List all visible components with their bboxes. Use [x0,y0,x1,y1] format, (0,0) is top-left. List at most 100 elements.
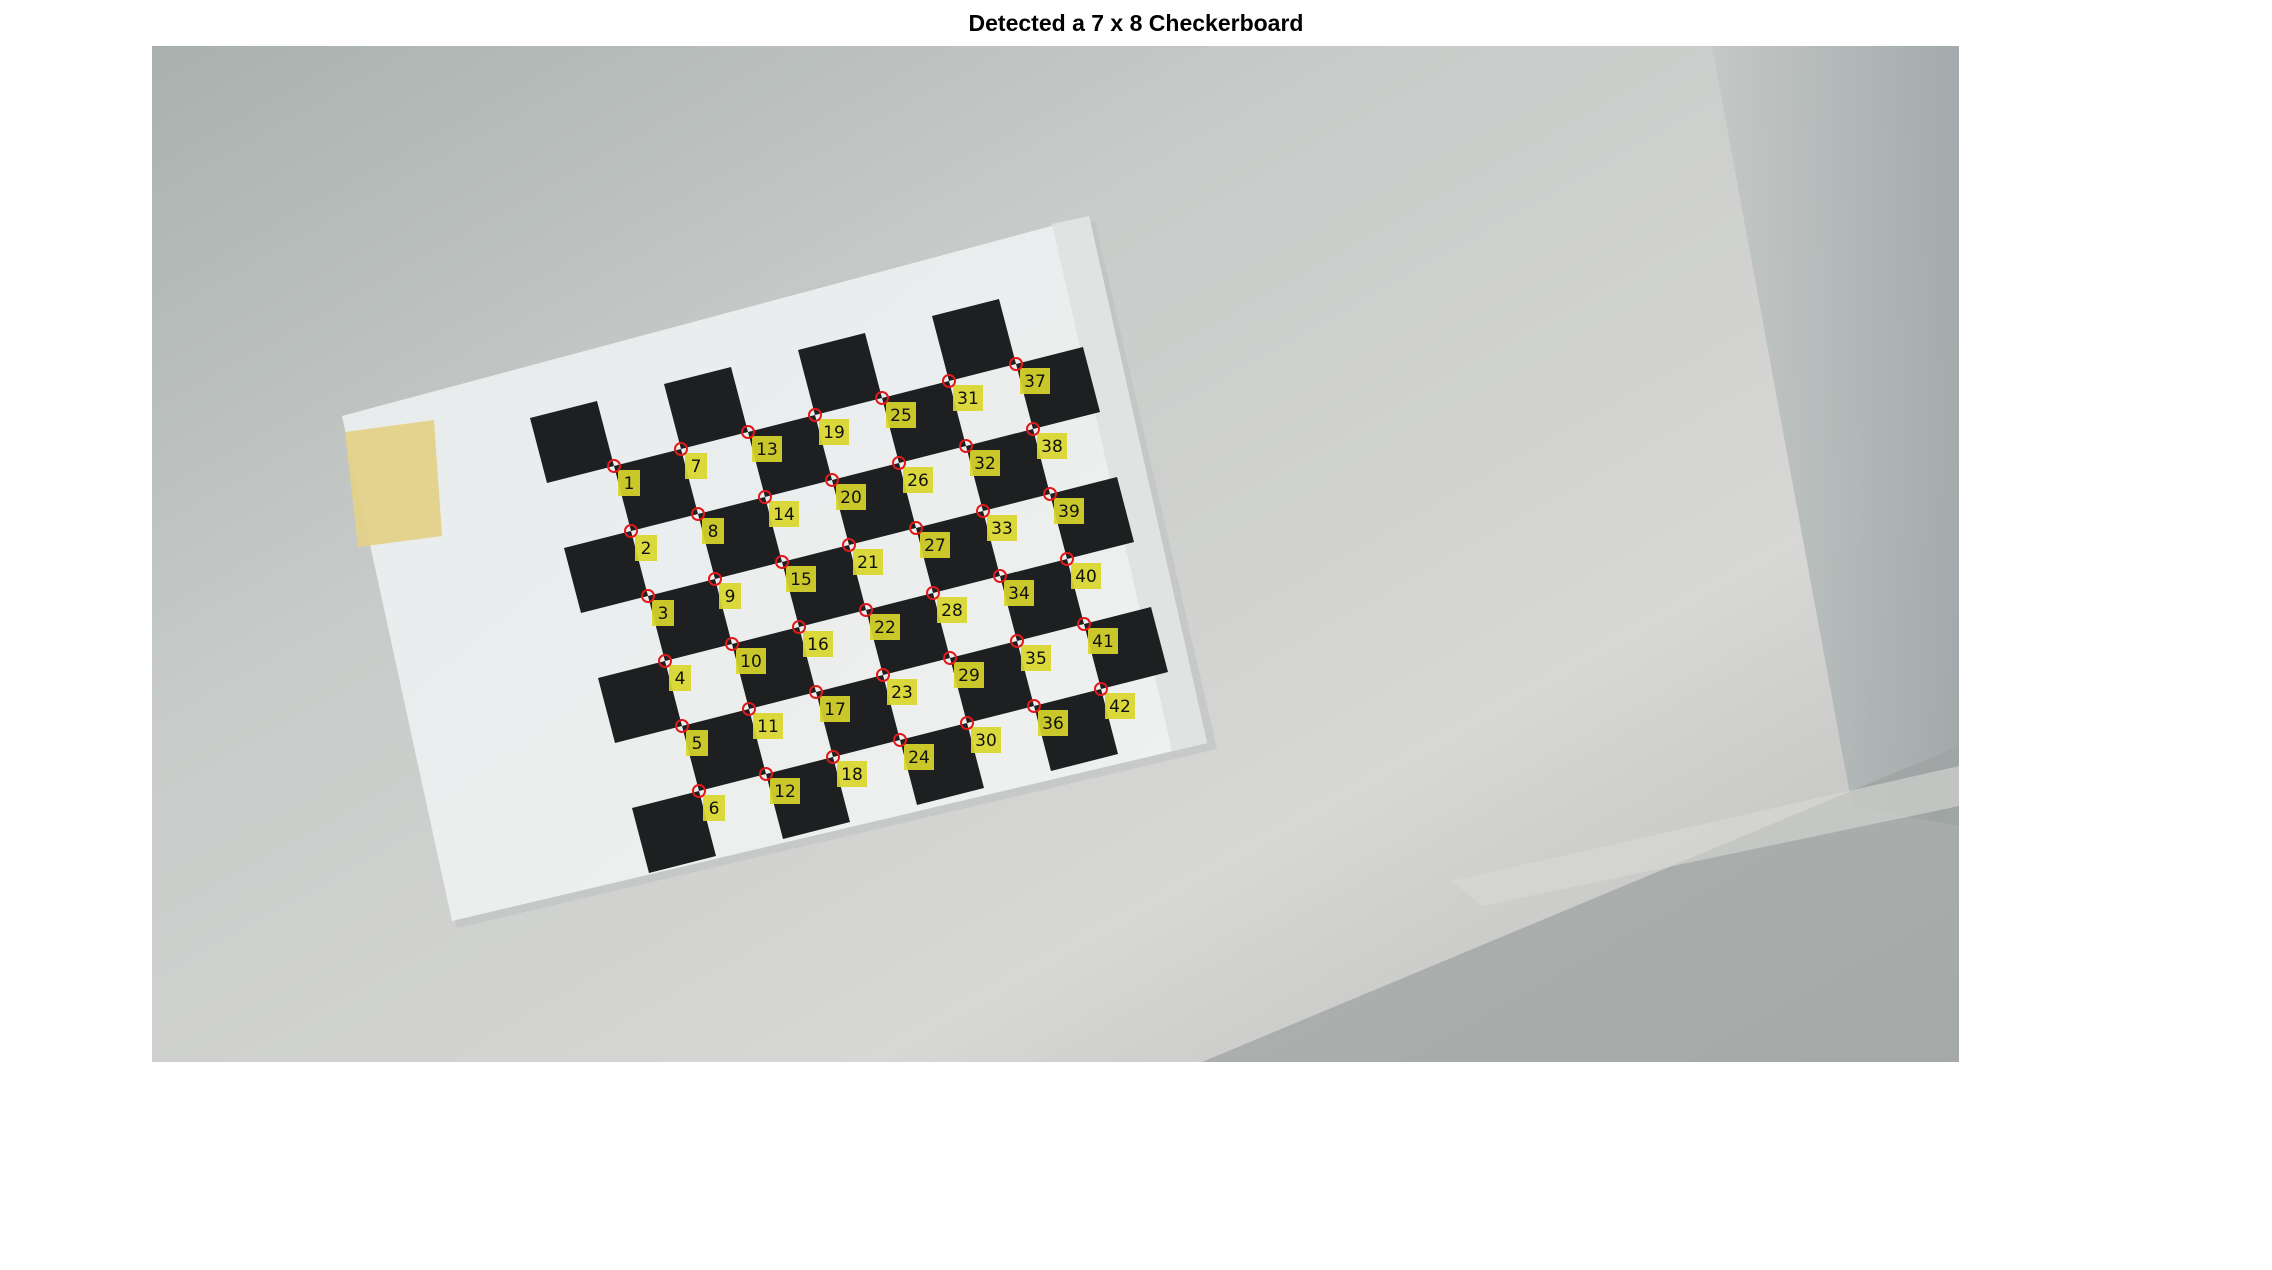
corner-label: 21 [857,553,879,573]
corner-label: 37 [1024,372,1046,392]
corner-marker [624,524,638,538]
corner-point: 34 [993,569,1034,606]
corner-label-box [853,549,883,575]
corner-label-box [753,713,783,739]
corner-marker [674,442,688,456]
checker-square [748,415,832,497]
corner-point: 30 [960,716,1001,753]
corner-label-box [1054,498,1084,524]
corner-label-box [837,761,867,787]
corner-label: 30 [975,731,997,751]
corner-point: 32 [959,439,1000,476]
corner-label: 13 [756,440,778,460]
corner-label-box [953,385,983,411]
checker-square [882,381,966,463]
corner-label-box [819,419,849,445]
corner-marker [708,572,722,586]
corner-label-box [1021,645,1051,671]
corner-point: 25 [875,391,916,428]
corner-label: 33 [991,519,1013,539]
corner-label-box [887,679,917,705]
corner-label: 7 [691,457,702,477]
corner-marker [1010,634,1024,648]
corner-label: 35 [1025,649,1047,669]
corner-label: 27 [924,536,946,556]
corner-label-box [1037,433,1067,459]
corner-marker [675,719,689,733]
corner-label-box [719,583,741,609]
checker-square [966,429,1050,511]
checker-square [932,299,1016,381]
corner-label: 16 [807,635,829,655]
checker-square [598,661,682,743]
corner-label: 9 [725,587,736,607]
corner-marker [1043,487,1057,501]
corner-label: 31 [957,389,979,409]
corner-label-box [937,597,967,623]
corner-marker [607,459,621,473]
corner-point: 19 [808,408,849,445]
corner-point: 28 [926,586,967,623]
detected-corner-markers: 1234567891011121314151617181920212223242… [607,357,1135,821]
corner-marker [808,408,822,422]
corner-label: 12 [774,782,796,802]
corner-label: 32 [974,454,996,474]
corner-point: 15 [775,555,816,592]
checker-square [832,463,916,545]
corner-marker [1060,552,1074,566]
corner-label: 19 [823,423,845,443]
corner-point: 14 [758,490,799,527]
corner-point: 11 [742,702,783,739]
corner-label-box [1038,710,1068,736]
corner-label-box [786,566,816,592]
table-edge-highlight [1452,766,1959,906]
corner-label: 26 [907,471,929,491]
corner-point: 12 [759,767,800,804]
corner-point: 31 [942,374,983,411]
corner-marker [909,521,923,535]
corner-marker [658,654,672,668]
checker-square [648,579,732,661]
corner-label: 41 [1092,632,1114,652]
corner-label: 38 [1041,437,1063,457]
corner-label-box [703,795,725,821]
checker-square [682,709,766,791]
checker-square [530,401,614,483]
corner-label: 23 [891,683,913,703]
checker-square [798,333,882,415]
checker-square [732,627,816,709]
corner-point: 7 [674,442,707,479]
corner-point: 18 [826,750,867,787]
checker-square [632,791,716,873]
corner-label: 20 [840,488,862,508]
corner-label-box [769,501,799,527]
checkerboard-photo: 1234567891011121314151617181920212223242… [152,46,1959,1062]
checker-square [950,641,1034,723]
corner-point: 2 [624,524,657,561]
corner-marker [959,439,973,453]
corner-marker [993,569,1007,583]
corner-marker [641,589,655,603]
corner-marker [775,555,789,569]
corner-marker [1026,422,1040,436]
corner-marker [875,391,889,405]
corner-label: 24 [908,748,930,768]
checker-square [564,531,648,613]
corner-label: 6 [709,799,720,819]
corner-label: 42 [1109,697,1131,717]
corner-label-box [1105,693,1135,719]
checker-square [1050,477,1134,559]
corner-label-box [1088,628,1118,654]
corner-point: 21 [842,538,883,575]
corner-label-box [803,631,833,657]
corner-point: 27 [909,521,950,558]
corner-point: 13 [741,425,782,462]
wall-right [1712,46,1959,826]
corner-point: 3 [641,589,674,626]
corner-label: 36 [1042,714,1064,734]
corner-label-box [987,515,1017,541]
corner-point: 20 [825,473,866,510]
corner-label-box [836,484,866,510]
corner-marker [758,490,772,504]
corner-point: 33 [976,504,1017,541]
